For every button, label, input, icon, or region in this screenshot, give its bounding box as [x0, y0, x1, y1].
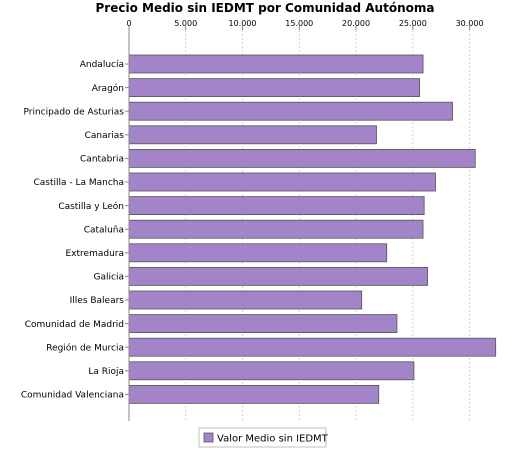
legend: Valor Medio sin IEDMT	[198, 427, 329, 448]
bar	[128, 384, 380, 404]
category-label: Galicia	[94, 273, 124, 283]
legend-label: Valor Medio sin IEDMT	[217, 434, 329, 445]
bar	[128, 172, 436, 192]
x-tick-label: 5.000	[174, 19, 197, 28]
category-label: Andalucía	[80, 60, 124, 70]
bars	[128, 54, 497, 404]
category-label: Extremadura	[66, 249, 125, 259]
category-label: Castilla - La Mancha	[33, 178, 124, 188]
category-label: Aragón	[92, 83, 124, 94]
x-tick-label: 10.000	[229, 19, 257, 28]
bar	[128, 337, 497, 357]
category-label: Comunidad de Madrid	[25, 320, 124, 330]
x-tick-label: 15.000	[285, 19, 313, 28]
bar	[128, 101, 453, 121]
legend-box	[198, 427, 327, 448]
bar	[128, 148, 476, 168]
chart-title: Precio Medio sin IEDMT por Comunidad Aut…	[96, 1, 435, 15]
bar	[128, 219, 424, 239]
bar	[128, 196, 425, 216]
bar	[128, 54, 424, 74]
bar	[128, 125, 377, 145]
category-label: Principado de Asturias	[23, 107, 124, 117]
bar	[128, 290, 363, 310]
y-axis: Andalucía Aragón Principado de Asturias Can…	[21, 60, 129, 401]
category-label: Castilla y León	[58, 201, 124, 212]
category-label: Canarias	[85, 131, 125, 141]
category-label: Región de Murcia	[46, 342, 124, 353]
x-tick-label: 0	[126, 19, 131, 28]
x-tick-label: 25.000	[399, 19, 427, 28]
category-label: Illes Balears	[70, 296, 125, 306]
category-label: Cantabria	[80, 155, 124, 165]
x-tick-label: 20.000	[342, 19, 370, 28]
bar	[128, 314, 398, 334]
category-label: La Rioja	[88, 367, 124, 377]
category-label: Comunidad Valenciana	[21, 391, 124, 401]
category-label: Cataluña	[84, 225, 124, 235]
legend-swatch	[203, 432, 214, 443]
bar	[128, 78, 421, 97]
bar	[128, 243, 388, 263]
bar	[128, 266, 428, 286]
x-tick-label: 30.000	[456, 19, 484, 28]
x-axis: 0 5.000 10.000 15.000 20.000 25.000 30.000	[126, 19, 484, 30]
bar	[128, 361, 415, 381]
